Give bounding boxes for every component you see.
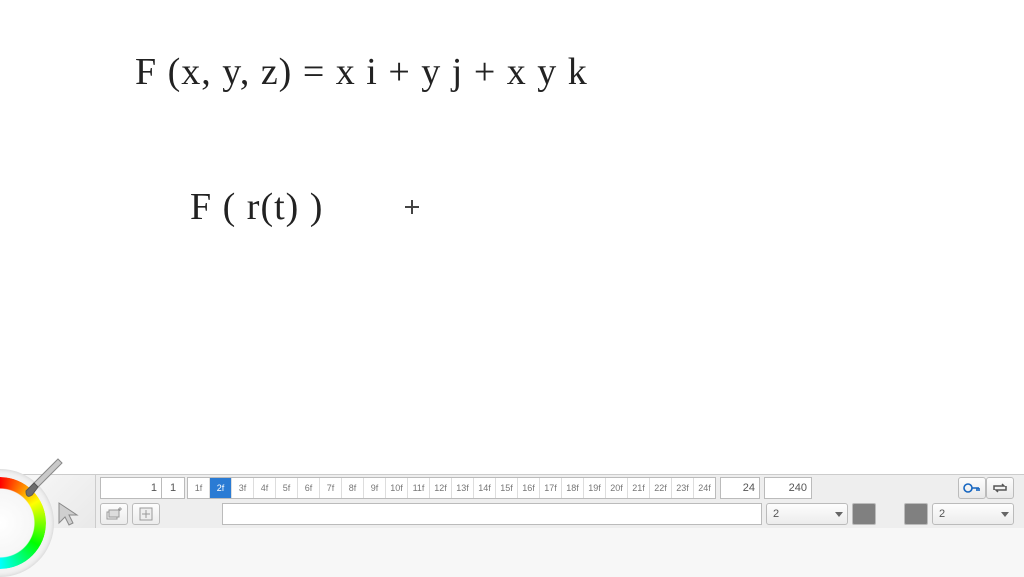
frame-tab[interactable]: 12f (430, 478, 452, 498)
frame-list: 1f2f3f4f5f6f7f8f9f10f11f12f13f14f15f16f1… (187, 477, 716, 499)
right-stroke-width-select[interactable]: 2 (932, 503, 1014, 525)
frame-tab[interactable]: 5f (276, 478, 298, 498)
handwriting-line-1: F (x, y, z) = x i + y j + x y k (135, 50, 588, 94)
frame-tab[interactable]: 9f (364, 478, 386, 498)
whiteboard-canvas[interactable]: F (x, y, z) = x i + y j + x y k F ( r(t)… (0, 0, 1024, 475)
frame-tab[interactable]: 23f (672, 478, 694, 498)
frame-tab[interactable]: 11f (408, 478, 430, 498)
frame-tab[interactable]: 18f (562, 478, 584, 498)
frame-tab[interactable]: 6f (298, 478, 320, 498)
stack-plus-icon (106, 507, 122, 521)
total-frames-field[interactable]: 240 (764, 477, 812, 499)
right-color-swatch[interactable] (904, 503, 928, 525)
crosshair-cursor-icon (405, 200, 419, 214)
layer-number-box[interactable]: 1 (100, 477, 162, 499)
bottom-toolbar: 1 1 1f2f3f4f5f6f7f8f9f10f11f12f13f14f15f… (0, 474, 1024, 528)
left-stroke-width-value: 2 (773, 508, 779, 520)
right-stroke-width-value: 2 (939, 508, 945, 520)
frame-tab[interactable]: 3f (232, 478, 254, 498)
onion-skin-button[interactable] (958, 477, 986, 499)
frame-tab[interactable]: 4f (254, 478, 276, 498)
current-frame-field[interactable]: 24 (720, 477, 760, 499)
loop-icon (991, 482, 1009, 494)
frame-tab[interactable]: 10f (386, 478, 408, 498)
tool-dock (0, 475, 96, 528)
left-color-swatch[interactable] (852, 503, 876, 525)
frame-tab[interactable]: 22f (650, 478, 672, 498)
timeline-scrub-track[interactable] (222, 503, 762, 525)
left-stroke-width-select[interactable]: 2 (766, 503, 848, 525)
frame-tab[interactable]: 1f (188, 478, 210, 498)
handwriting-line-2: F ( r(t) ) (190, 185, 323, 229)
frame-tab[interactable]: 16f (518, 478, 540, 498)
key-icon (963, 482, 981, 494)
layer-count-box[interactable]: 1 (162, 477, 185, 499)
frame-tab[interactable]: 7f (320, 478, 342, 498)
frame-tab[interactable]: 24f (694, 478, 715, 498)
frame-tab[interactable]: 21f (628, 478, 650, 498)
frame-tab[interactable]: 20f (606, 478, 628, 498)
frame-tab[interactable]: 15f (496, 478, 518, 498)
add-layer-button[interactable] (100, 503, 128, 525)
loop-button[interactable] (986, 477, 1014, 499)
frame-tab[interactable]: 19f (584, 478, 606, 498)
timeline-strip: 1 1 1f2f3f4f5f6f7f8f9f10f11f12f13f14f15f… (100, 477, 1014, 499)
cursor-arrow-icon[interactable] (56, 501, 86, 527)
frame-tab[interactable]: 14f (474, 478, 496, 498)
frame-tab[interactable]: 2f (210, 478, 232, 498)
frame-tab[interactable]: 13f (452, 478, 474, 498)
frame-tab[interactable]: 17f (540, 478, 562, 498)
controls-row: 2 2 (100, 503, 1014, 525)
plus-square-icon (139, 507, 153, 521)
add-frame-button[interactable] (132, 503, 160, 525)
frame-tab[interactable]: 8f (342, 478, 364, 498)
